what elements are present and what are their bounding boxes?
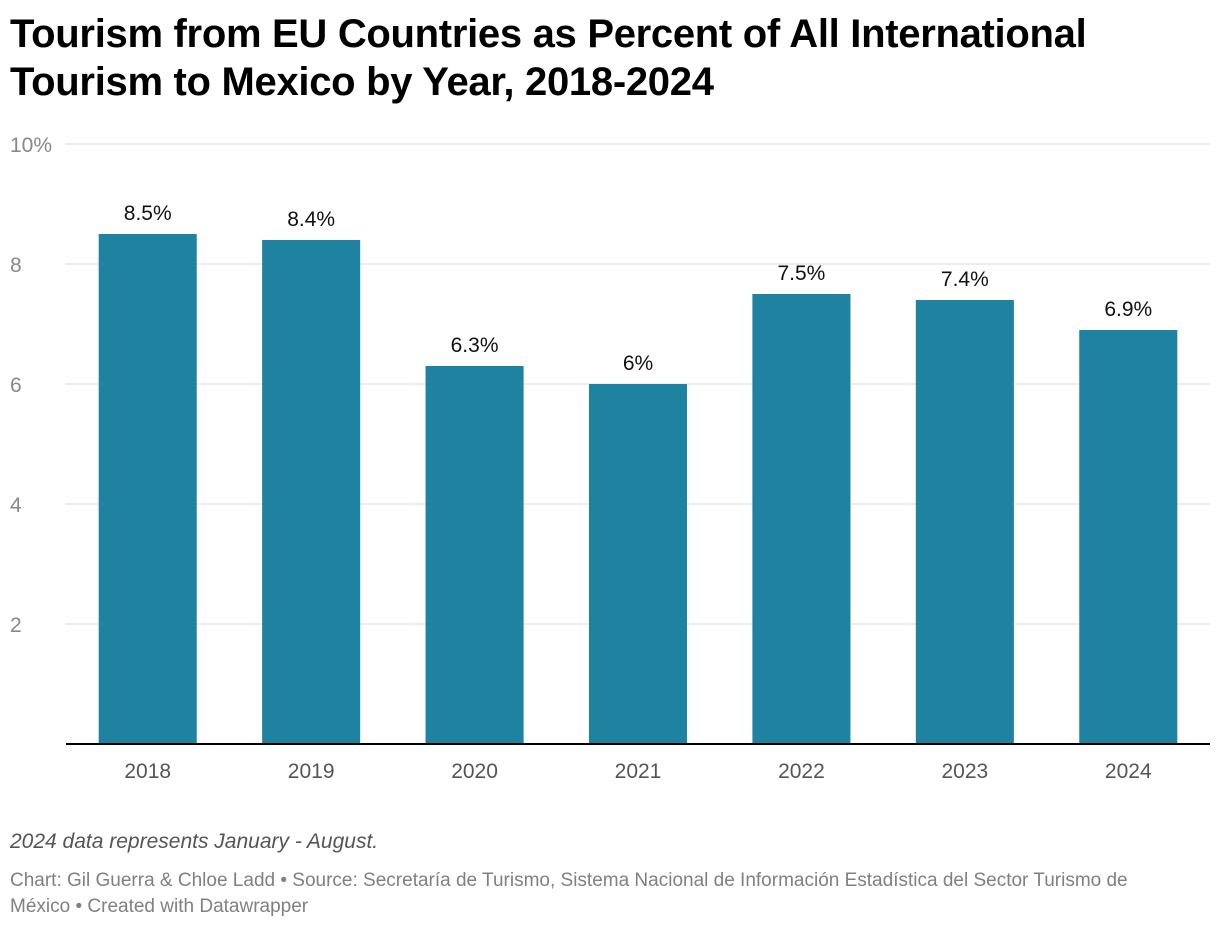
bar [262,240,361,744]
y-tick-label: 4 [10,494,22,517]
bar-value-label: 7.5% [777,262,825,285]
bar [98,234,197,744]
footer-tool: Created with Datawrapper [87,896,309,917]
gridlines: 2 4 6 8 10% [10,134,1210,637]
footer-credit: Chart: Gil Guerra & Chloe Ladd [10,870,276,891]
x-tick-label: 2018 [124,760,171,783]
bar [915,300,1014,744]
bar [425,366,524,744]
bar [588,384,688,744]
bars [98,234,1178,744]
y-tick-label: 8 [10,254,22,277]
y-tick-label: 2 [10,614,22,637]
bar-value-label: 8.5% [124,202,172,225]
bar-value-label: 6.3% [451,334,499,357]
bar-value-label: 7.4% [941,268,989,291]
x-tick-label: 2021 [615,760,662,783]
value-labels: 8.5% 8.4% 6.3% 6% 7.5% 7.4% 6.9% [124,202,1152,375]
bar [752,294,851,744]
x-tick-label: 2020 [451,760,498,783]
chart-title: Tourism from EU Countries as Percent of … [10,12,1087,104]
y-tick-label: 6 [10,374,22,397]
footer-separator: • [75,896,83,917]
x-tick-label: 2024 [1105,760,1152,783]
y-tick-label: 10% [10,134,52,157]
x-tick-label: 2022 [778,760,825,783]
chart-footer: Chart: Gil Guerra & Chloe Ladd • Source:… [10,868,1190,920]
x-tick-label: 2019 [288,760,335,783]
bar-value-label: 8.4% [287,208,335,231]
bar [1079,330,1178,744]
x-tick-label: 2023 [941,760,988,783]
footer-source: Source: Secretaría de Turismo, Sistema N… [10,870,1128,917]
bar-value-label: 6.9% [1104,298,1152,321]
footer-separator: • [280,870,288,891]
chart-note: 2024 data represents January - August. [10,830,379,853]
x-axis: 2018 2019 2020 2021 2022 2023 2024 [66,743,1210,783]
bar-value-label: 6% [623,352,653,375]
